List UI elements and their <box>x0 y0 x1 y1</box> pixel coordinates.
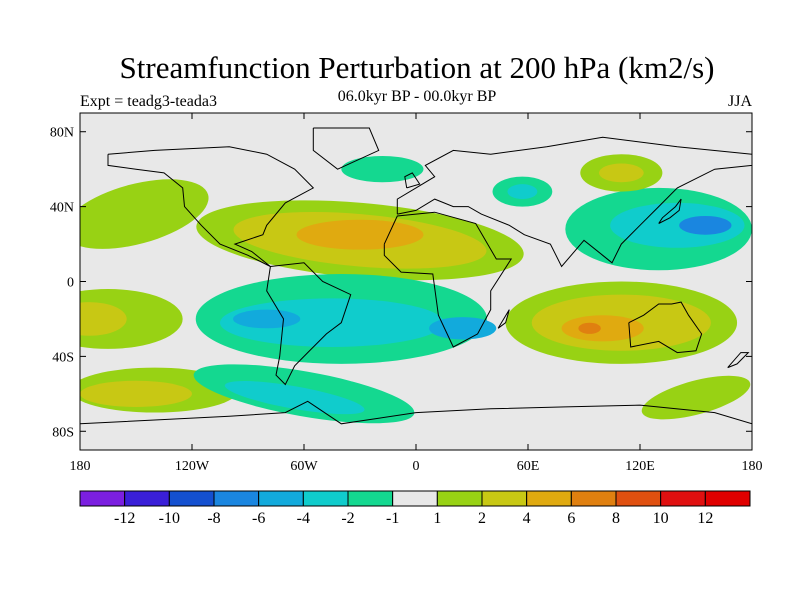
lon-tick-label: 60W <box>290 459 318 474</box>
experiment-label: Expt = teadg3-teada3 <box>80 93 217 110</box>
antarctica-outline <box>80 400 752 425</box>
lon-tick-label: 120E <box>625 459 655 474</box>
coastlines <box>80 127 752 425</box>
contour-southern-ocean-yellow <box>80 380 192 407</box>
colorbar-label: 2 <box>478 510 486 527</box>
lon-tick-label: 180 <box>742 459 763 474</box>
colorbar-label: -6 <box>252 510 265 527</box>
lon-tick-label: 60E <box>517 459 540 474</box>
colorbar-swatch <box>124 490 170 507</box>
africa-outline <box>383 211 513 348</box>
shading-layer <box>80 127 752 425</box>
colorbar-swatch <box>347 490 394 507</box>
colorbar-label: 10 <box>653 510 669 527</box>
contour-east-pacific-yellow <box>80 302 127 336</box>
lat-tick-label: 40S <box>52 350 74 365</box>
colorbar-label: 12 <box>697 510 713 527</box>
colorbar-label: -12 <box>114 510 135 527</box>
colorbar-swatch <box>704 490 751 507</box>
lat-tick-label: 0 <box>67 276 74 291</box>
colorbar-swatch <box>436 490 483 507</box>
lon-tick-label: 0 <box>413 459 420 474</box>
colorbar-label: 6 <box>567 510 575 527</box>
colorbar-swatch <box>213 490 260 507</box>
colorbar-swatch <box>168 490 215 507</box>
colorbar-label: -2 <box>341 510 354 527</box>
season-label: JJA <box>727 93 752 110</box>
eurasia-outline <box>396 136 752 268</box>
britain-outline <box>404 172 421 189</box>
australia-outline <box>628 301 703 354</box>
south-america-outline <box>266 262 352 386</box>
greenland-outline <box>312 127 380 170</box>
contour-africa-blue <box>429 317 497 340</box>
colorbar-label: -1 <box>386 510 399 527</box>
contour-tropical-atlantic-orange <box>296 219 424 250</box>
colorbar-label: -4 <box>297 510 310 527</box>
lon-tick-label: 120W <box>175 459 210 474</box>
period-subtitle: 06.0kyr BP - 00.0kyr BP <box>337 88 497 105</box>
colorbar-label: 1 <box>433 510 441 527</box>
new-zealand-outline <box>727 352 750 369</box>
colorbar-swatch <box>570 490 617 507</box>
madagascar-outline <box>497 309 510 329</box>
contour-siberia-yellow <box>598 163 644 183</box>
colorbar-label: -8 <box>207 510 220 527</box>
map-title: Streamfunction Perturbation at 200 hPa (… <box>119 50 715 85</box>
colorbar-label: -10 <box>159 510 180 527</box>
contour-caspian-cyan <box>507 184 538 200</box>
colorbar-swatch <box>258 490 304 507</box>
lat-tick-label: 40N <box>50 201 74 216</box>
colorbar-swatch <box>526 490 572 507</box>
colorbar-swatch <box>392 490 438 507</box>
contour-west-pacific-cyan <box>610 202 745 248</box>
contour-west-pacific-blue <box>679 215 732 235</box>
colorbar-swatch <box>615 490 662 507</box>
colorbar-label: 8 <box>612 510 620 527</box>
colorbar-swatch <box>660 490 706 507</box>
lat-tick-label: 80N <box>50 126 74 141</box>
contour-south-pacific-dark-orange <box>578 322 601 334</box>
contour-north-atlantic-green <box>341 156 424 183</box>
colorbar-swatch <box>302 490 349 507</box>
japan-outline <box>658 198 682 224</box>
contour-south-atlantic-blue <box>233 309 301 329</box>
lon-tick-label: 180 <box>70 459 91 474</box>
contour-drake-cyan <box>224 381 365 415</box>
contour-south-pacific-orange <box>561 315 644 342</box>
north-america-outline <box>107 146 315 267</box>
colorbar-swatch <box>79 490 126 507</box>
contour-north-pacific-green <box>80 179 209 249</box>
lat-tick-label: 80S <box>52 425 74 440</box>
colorbar-swatch <box>481 490 528 507</box>
colorbar-label: 4 <box>523 510 531 527</box>
